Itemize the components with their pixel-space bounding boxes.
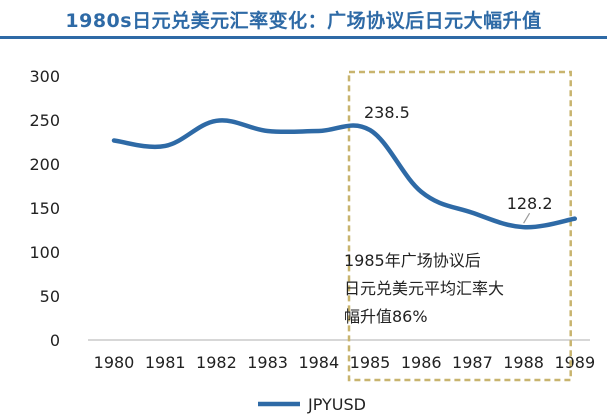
x-tick-label-1981: 1981 <box>145 353 186 372</box>
x-tick-label-1988: 1988 <box>503 353 544 372</box>
title-underline <box>0 36 607 39</box>
y-tick-label-100: 100 <box>29 243 60 262</box>
x-tick-label-1989: 1989 <box>554 353 595 372</box>
y-tick-label-50: 50 <box>40 287 60 306</box>
annotation-line-3: 幅升值86% <box>344 307 428 326</box>
x-tick-label-1984: 1984 <box>298 353 339 372</box>
y-tick-label-200: 200 <box>29 155 60 174</box>
y-tick-label-0: 0 <box>50 331 60 350</box>
y-tick-label-250: 250 <box>29 111 60 130</box>
y-tick-label-150: 150 <box>29 199 60 218</box>
data-label-leader-1988 <box>523 212 531 224</box>
data-labels: 238.5 128.2 <box>364 103 553 224</box>
data-label-1988: 128.2 <box>507 194 553 213</box>
x-tick-label-1983: 1983 <box>247 353 288 372</box>
data-label-1985: 238.5 <box>364 103 410 122</box>
x-tick-label-1985: 1985 <box>350 353 391 372</box>
annotation-line-1: 1985年广场协议后 <box>344 251 481 270</box>
chart-title: 1980s日元兑美元汇率变化：广场协议后日元大幅升值 <box>65 10 542 32</box>
x-tick-label-1980: 1980 <box>94 353 135 372</box>
x-tick-label-1987: 1987 <box>452 353 493 372</box>
x-tick-label-1982: 1982 <box>196 353 237 372</box>
y-axis: 0 50 100 150 200 250 300 <box>29 67 60 350</box>
x-tick-label-1986: 1986 <box>401 353 442 372</box>
x-axis: 1980 1981 1982 1983 1984 1985 1986 1987 1988 1989 <box>94 353 596 372</box>
y-tick-label-300: 300 <box>29 67 60 86</box>
series-line-jpyusd <box>111 118 578 230</box>
legend-label: JPYUSD <box>307 395 366 414</box>
annotation-line-2: 日元兑美元平均汇率大 <box>344 279 504 298</box>
legend: JPYUSD <box>258 395 366 414</box>
highlight-box <box>347 70 572 382</box>
